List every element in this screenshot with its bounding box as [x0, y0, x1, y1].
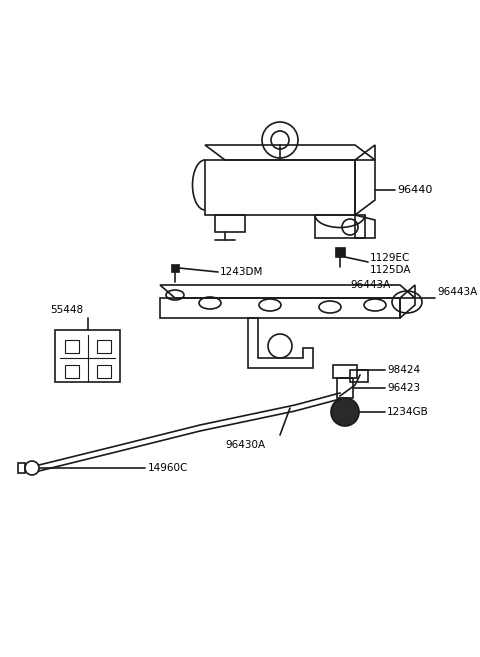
Text: 98424: 98424	[387, 365, 420, 375]
Polygon shape	[335, 247, 345, 257]
Circle shape	[331, 398, 359, 426]
Text: 96440: 96440	[397, 185, 432, 195]
Text: 14960C: 14960C	[148, 463, 188, 473]
Polygon shape	[171, 264, 179, 272]
Text: 96430A: 96430A	[225, 440, 265, 450]
Text: 96443A: 96443A	[437, 287, 477, 297]
Text: 1243DM: 1243DM	[220, 267, 264, 277]
Text: 1234GB: 1234GB	[387, 407, 429, 417]
Text: 96443A: 96443A	[350, 280, 390, 290]
Text: 1125DA: 1125DA	[370, 265, 411, 275]
Text: 55448: 55448	[50, 305, 83, 315]
Text: 96423: 96423	[387, 383, 420, 393]
Text: 1129EC: 1129EC	[370, 253, 410, 263]
